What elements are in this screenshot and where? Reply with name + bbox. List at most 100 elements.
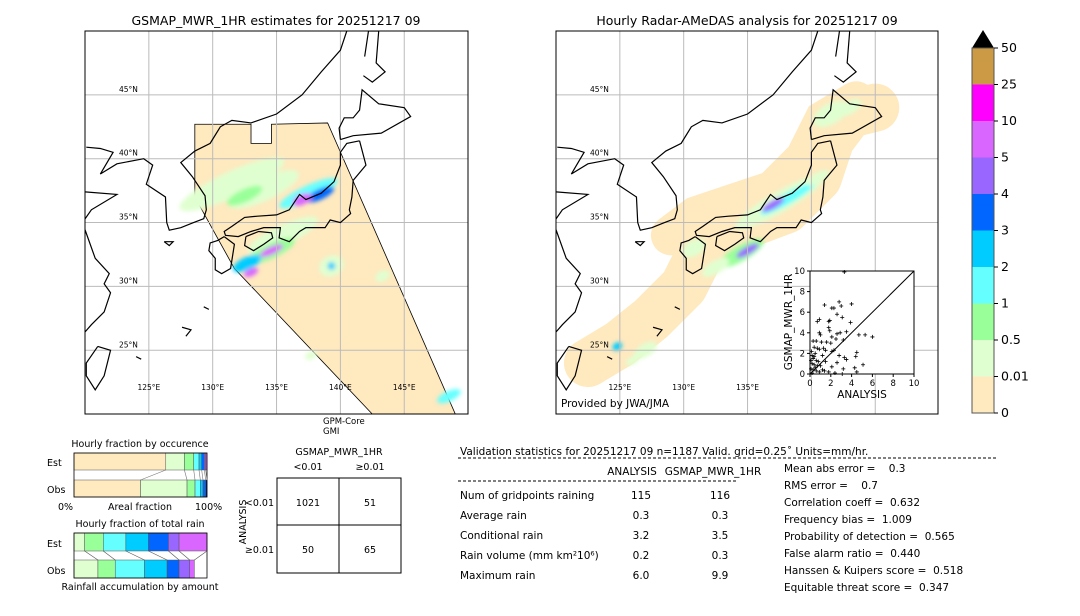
scatter-point (811, 367, 816, 372)
scatter-point (831, 348, 836, 353)
rain-cell (375, 270, 390, 282)
cell-false-alarm: 51 (364, 498, 376, 509)
cell-miss: 50 (302, 545, 314, 556)
scatter-point (842, 355, 847, 360)
coastline-sakhalin (363, 31, 386, 83)
row-label-ge: ≥0.01 (245, 545, 274, 556)
coastline-taiwan (85, 345, 112, 391)
connector-line (148, 550, 168, 561)
fraction-segment (97, 559, 116, 579)
connector-line (193, 469, 196, 481)
scatter-point (818, 332, 823, 337)
scatter-point (840, 315, 845, 320)
colorbar-tick-label: 2 (1001, 259, 1009, 274)
lat-label: 25°N (119, 340, 138, 349)
fraction-segment (189, 559, 195, 579)
colorbar-segment (972, 84, 994, 121)
scatter-point (832, 370, 837, 375)
rain-cell (437, 389, 461, 404)
scatter-point (822, 368, 827, 373)
rain-cell (305, 350, 318, 360)
coastline-china (556, 191, 590, 333)
score-line: Equitable threat score = 0.347 (784, 582, 949, 594)
stat-label: Num of gridpoints raining (460, 490, 594, 502)
coastline-shikoku (243, 230, 274, 252)
total-rain-obs-label: Obs (47, 566, 66, 577)
colorbar-tick-label: 0 (1001, 405, 1009, 420)
left-map-frame (84, 30, 469, 415)
scatter-point (812, 362, 817, 367)
fraction-segment (84, 532, 104, 552)
scatter-point (854, 350, 859, 355)
scatter-point (849, 301, 854, 306)
score-line: Probability of detection = 0.565 (784, 531, 955, 543)
lat-label: 40°N (119, 149, 138, 158)
rain-cell (625, 355, 640, 366)
scatter-point (815, 363, 820, 368)
rain-cell (327, 262, 336, 270)
lat-label: 30°N (590, 276, 609, 285)
scatter-point (823, 348, 828, 353)
coastline-sakhalin (834, 31, 857, 83)
fraction-segment (200, 479, 204, 498)
lon-label: 125°E (137, 383, 160, 392)
rain-cell (701, 257, 730, 277)
scatter-point (809, 366, 814, 371)
rain-cell (292, 193, 312, 206)
fraction-segment (140, 479, 188, 498)
colorbar-segment (972, 376, 994, 413)
rain-cell (813, 100, 848, 128)
scatter-point (810, 361, 815, 366)
scatter-point (814, 358, 819, 363)
lon-label: 130°E (672, 383, 695, 392)
scatter-point (841, 338, 846, 343)
coastline-hokkaido (809, 88, 883, 141)
fraction-segment (114, 559, 145, 579)
rain-cell (247, 216, 318, 254)
scatter-point (822, 302, 827, 307)
y-tick-label: 2 (800, 349, 805, 359)
scatter-point (844, 357, 849, 362)
colorbar-tick-label: 50 (1001, 40, 1017, 55)
coastline-ryukyu3 (606, 356, 613, 360)
scatter-point (810, 370, 815, 375)
coastline-taiwan (556, 345, 583, 391)
scatter-point (816, 359, 821, 364)
connector-line (194, 550, 208, 561)
occurrence-xmax-label: 100% (195, 502, 222, 513)
scatter-point (840, 372, 845, 376)
scatter-point (809, 358, 814, 363)
colorbar-segment (972, 303, 994, 340)
scatter-plot: 00 2 2 4 4 6 6 8 8 10 10 ANALYSIS GSMAP_MWR_1HR (783, 267, 919, 401)
x-tick-label: 6 (870, 379, 875, 389)
connector-line (84, 550, 99, 561)
right-map-labels: 45°N 40°N 35°N 30°N 25°N 125°E 130°E 135°E (590, 85, 759, 392)
colorbar-segment (972, 157, 994, 194)
scatter-point (815, 319, 820, 324)
colorbar-segment (972, 121, 994, 158)
scatter-point (853, 354, 858, 359)
stat-label: Average rain (460, 510, 527, 522)
coastline-ryukyu1 (203, 306, 210, 310)
scatter-point (827, 328, 832, 333)
fraction-segment (166, 559, 180, 579)
colorbar-segment (972, 267, 994, 304)
lat-label: 45°N (119, 85, 138, 94)
stat-gsmap-value: 116 (710, 490, 730, 502)
lon-label: 140°E (329, 383, 352, 392)
rain-field (612, 99, 862, 366)
coastlines (556, 31, 883, 391)
occurrence-est-label: Est (47, 458, 62, 469)
colorbar-tick-label: 10 (1001, 113, 1017, 128)
coastline-honshu (223, 140, 367, 243)
scatter-point (811, 339, 816, 344)
connector-line (205, 469, 208, 481)
y-tick-label: 8 (800, 288, 805, 298)
y-tick-label: 10 (794, 267, 805, 277)
scatter-point (817, 317, 822, 322)
lat-label: 30°N (119, 276, 138, 285)
y-tick-label: 4 (800, 329, 805, 339)
coastline-hokkaido (338, 88, 412, 141)
rain-cell (243, 267, 259, 278)
